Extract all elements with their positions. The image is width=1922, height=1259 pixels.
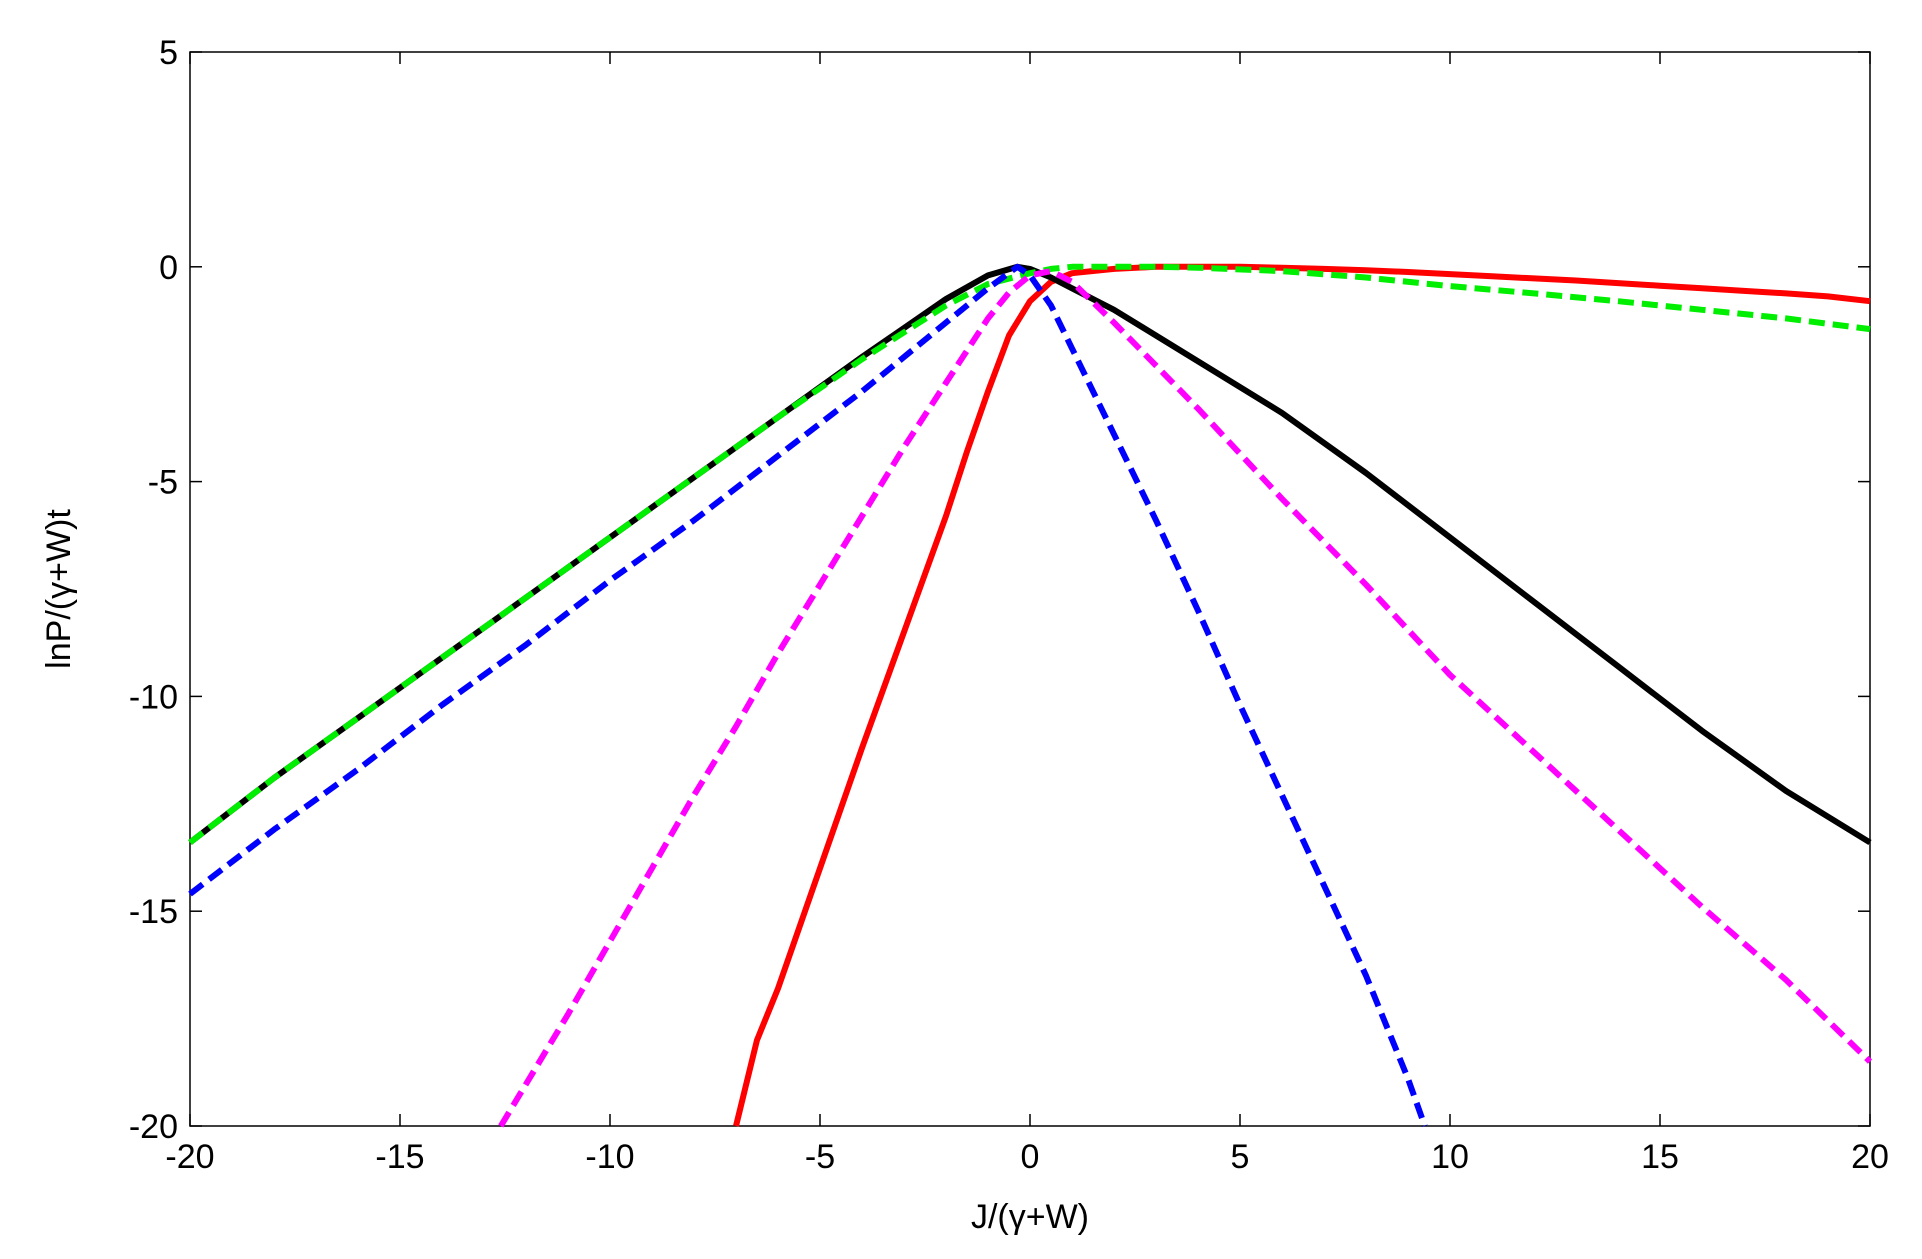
series-group bbox=[188, 263, 1873, 1128]
x-tick-label: 15 bbox=[1641, 1138, 1679, 1176]
series-line-3 bbox=[188, 263, 1871, 845]
plot-area bbox=[189, 51, 1871, 1127]
x-tick-label: -10 bbox=[585, 1138, 634, 1176]
y-tick-label: -5 bbox=[148, 464, 178, 502]
y-tick-label: -15 bbox=[129, 893, 178, 931]
x-tick-label: 5 bbox=[1231, 1138, 1250, 1176]
series-line-5 bbox=[498, 268, 1873, 1128]
axis-ticks: -20 -15 -10 -5 0 5 10 15 20 5 0 -5 -10 -15 -20 bbox=[129, 34, 1889, 1176]
x-tick-label: -20 bbox=[165, 1138, 214, 1176]
x-tick-label: 10 bbox=[1431, 1138, 1469, 1176]
y-axis-title: lnP/(γ+W)t bbox=[40, 509, 78, 669]
x-tick-label: -15 bbox=[375, 1138, 424, 1176]
series-line-4 bbox=[188, 263, 1428, 1128]
y-tick-label: -10 bbox=[129, 678, 178, 716]
y-tick-label: 0 bbox=[159, 249, 178, 287]
x-tick-label: 0 bbox=[1021, 1138, 1040, 1176]
x-axis-title: J/(γ+W) bbox=[971, 1198, 1089, 1236]
y-tick-label: 5 bbox=[159, 34, 178, 72]
y-tick-label: -20 bbox=[129, 1108, 178, 1146]
x-tick-label: -5 bbox=[805, 1138, 835, 1176]
x-tick-label: 20 bbox=[1851, 1138, 1889, 1176]
